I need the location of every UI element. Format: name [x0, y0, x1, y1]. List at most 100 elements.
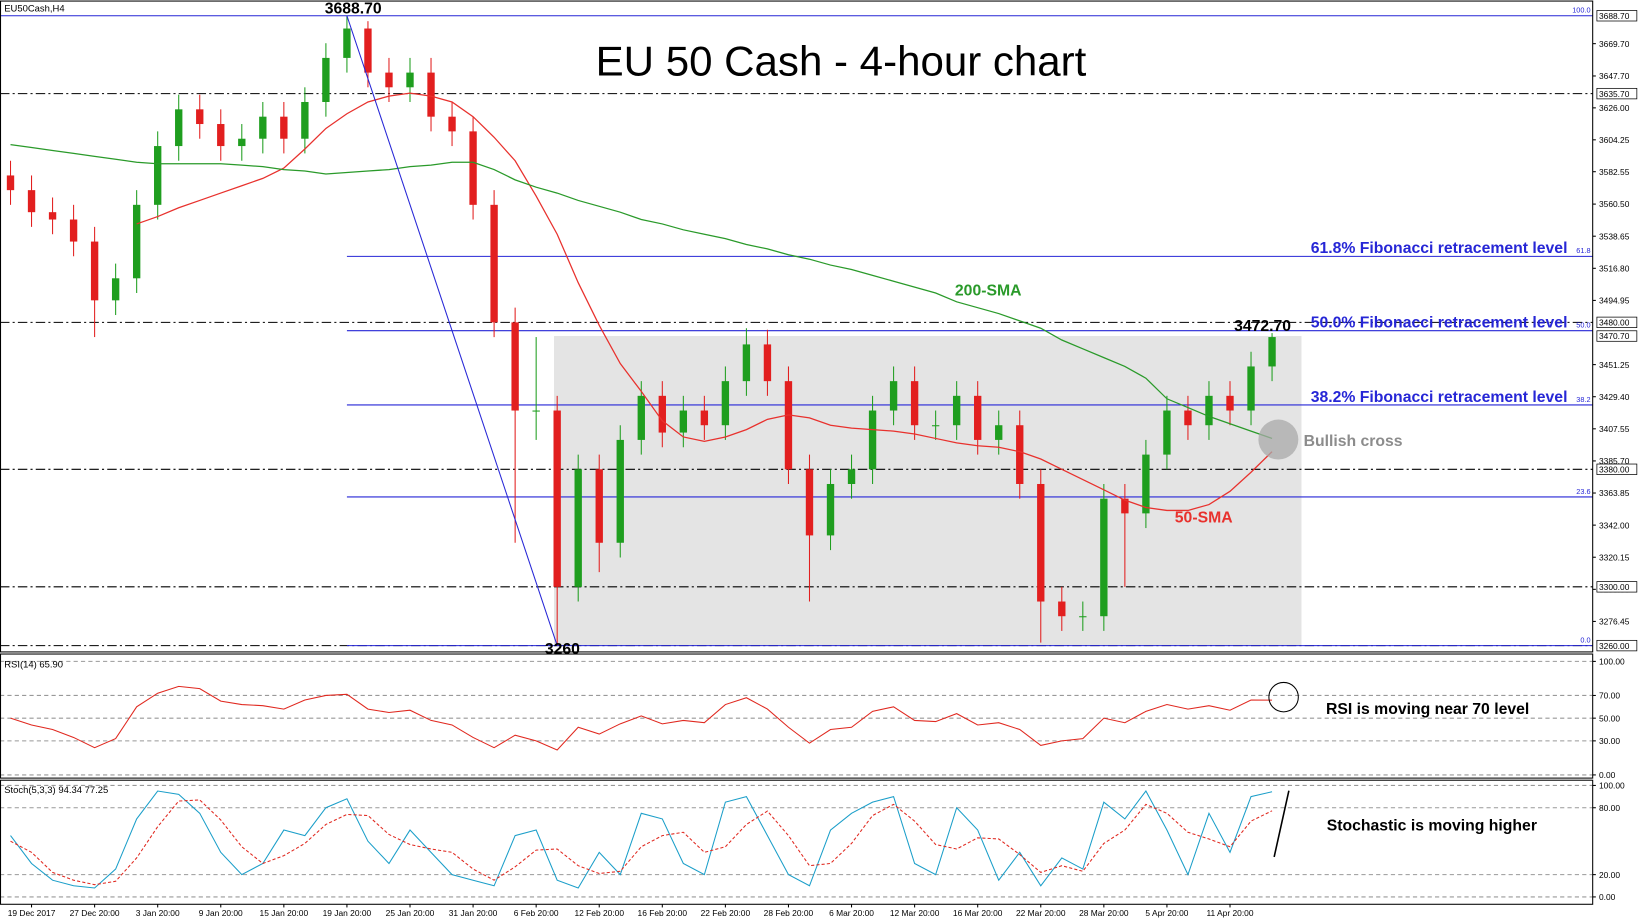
candle-body — [1121, 498, 1129, 514]
fib-text: 61.8% Fibonacci retracement level — [1311, 240, 1568, 257]
candle-body — [511, 322, 519, 411]
candle-body — [154, 146, 162, 205]
y-tick-label: 3516.80 — [1599, 263, 1630, 273]
fib-ratio: 100.0 — [1572, 6, 1590, 15]
level-tag — [1596, 581, 1638, 593]
candle-body — [259, 116, 267, 139]
candle-body — [847, 469, 856, 484]
candle-body — [1247, 366, 1255, 411]
fib-text: 38.2% Fibonacci retracement level — [1311, 389, 1568, 406]
chart-title: EU 50 Cash - 4-hour chart — [596, 38, 1087, 85]
candle-body — [826, 483, 835, 536]
candle-body — [427, 72, 435, 117]
y-tick-label: 3320.15 — [1599, 552, 1630, 562]
candle-body — [679, 410, 688, 433]
y-tick-label: 3451.25 — [1599, 360, 1630, 370]
last-high-label: 3472.70 — [1234, 318, 1291, 335]
candle-body — [1058, 601, 1066, 617]
stoch-marker — [1273, 790, 1290, 858]
x-tick-label: 11 Apr 20:00 — [1206, 908, 1253, 918]
level-tag-label: 3380.00 — [1599, 464, 1630, 474]
x-tick-label: 22 Mar 20:00 — [1016, 908, 1066, 918]
fib-ratio: 61.8 — [1576, 246, 1590, 255]
candle-body — [763, 344, 772, 382]
level-tag-label: 3635.70 — [1599, 89, 1630, 99]
y-tick-label: 0.00 — [1599, 770, 1616, 780]
level-tag — [1596, 639, 1638, 652]
y-tick-label: 3385.70 — [1599, 456, 1630, 466]
candle-body — [1163, 410, 1171, 455]
candle-body — [385, 72, 393, 88]
candle-body — [700, 410, 709, 426]
candle-body — [995, 425, 1003, 440]
candle-body — [742, 344, 751, 382]
candle-body — [784, 381, 793, 470]
x-tick-label: 19 Dec 2017 — [8, 908, 56, 918]
x-tick-label: 27 Dec 20:00 — [70, 908, 120, 918]
candle-body — [69, 219, 78, 242]
candle-body — [889, 381, 898, 411]
candle-body — [1226, 395, 1234, 411]
y-tick-label: 0.00 — [1599, 892, 1616, 902]
candle-body — [910, 381, 919, 426]
price-tag — [1596, 10, 1638, 22]
rsi-label: RSI(14) 65.90 — [4, 660, 63, 671]
sma200-label: 200-SMA — [955, 282, 1022, 299]
rsi-marker — [1268, 681, 1299, 713]
indicator-line — [10, 799, 1273, 886]
x-tick-label: 28 Feb 20:00 — [764, 908, 814, 918]
stoch-note: Stochastic is moving higher — [1327, 818, 1537, 835]
candle-body — [48, 212, 57, 220]
candle-body — [532, 410, 540, 412]
marks: 3669.70 3647.70 3626.00 3604.25 3582.55 3560.… — [0, 6, 1638, 918]
trend-line — [346, 15, 558, 646]
y-tick-label: 20.00 — [1599, 870, 1620, 880]
y-tick-label: 100.00 — [1599, 657, 1625, 667]
candle-body — [111, 278, 120, 301]
candle-body — [27, 190, 36, 213]
level-tag-label: 3260.00 — [1599, 641, 1630, 651]
candle-body — [301, 101, 309, 139]
x-tick-label: 15 Jan 20:00 — [260, 908, 309, 918]
sma50-label: 50-SMA — [1175, 510, 1233, 527]
candle-body — [1142, 454, 1150, 514]
stoch-label: Stoch(5,3,3) 94.34 77.25 — [4, 785, 108, 796]
y-tick-label: 3560.50 — [1599, 199, 1630, 209]
y-tick-label: 3342.00 — [1599, 520, 1630, 530]
x-tick-label: 16 Mar 20:00 — [953, 908, 1003, 918]
candle-body — [490, 204, 498, 323]
candle-body — [217, 124, 225, 147]
candle-body — [1268, 337, 1276, 367]
candle-body — [952, 395, 961, 426]
x-tick-label: 28 Mar 20:00 — [1079, 908, 1129, 918]
y-tick-label: 3407.55 — [1599, 424, 1630, 434]
rsi-note: RSI is moving near 70 level — [1326, 701, 1529, 718]
price-tag — [1596, 330, 1638, 342]
candle-body — [406, 72, 414, 88]
y-tick-label: 3604.25 — [1599, 135, 1630, 145]
candle-body — [1016, 425, 1024, 484]
range-box — [554, 336, 1302, 646]
candle-body — [637, 395, 645, 440]
candle-body — [1037, 483, 1045, 602]
y-tick-label: 3494.95 — [1599, 296, 1630, 306]
price-tag-label: 3470.70 — [1599, 331, 1630, 341]
y-tick-label: 3626.00 — [1599, 103, 1630, 113]
fib-ratio: 50.0 — [1576, 321, 1590, 330]
candle-body — [196, 109, 204, 125]
y-tick-label: 70.00 — [1599, 691, 1620, 701]
candle-body — [132, 204, 141, 279]
level-tag-label: 3300.00 — [1599, 582, 1630, 592]
candle-body — [1205, 395, 1213, 426]
candle-body — [1100, 498, 1108, 617]
x-tick-label: 12 Mar 20:00 — [890, 908, 940, 918]
x-tick-label: 3 Jan 20:00 — [136, 908, 180, 918]
candle-body — [974, 395, 982, 440]
y-tick-label: 80.00 — [1599, 803, 1620, 813]
candle-body — [280, 116, 288, 139]
x-tick-label: 6 Feb 20:00 — [514, 908, 559, 918]
y-tick-label: 30.00 — [1599, 736, 1620, 746]
level-tag — [1596, 463, 1638, 475]
